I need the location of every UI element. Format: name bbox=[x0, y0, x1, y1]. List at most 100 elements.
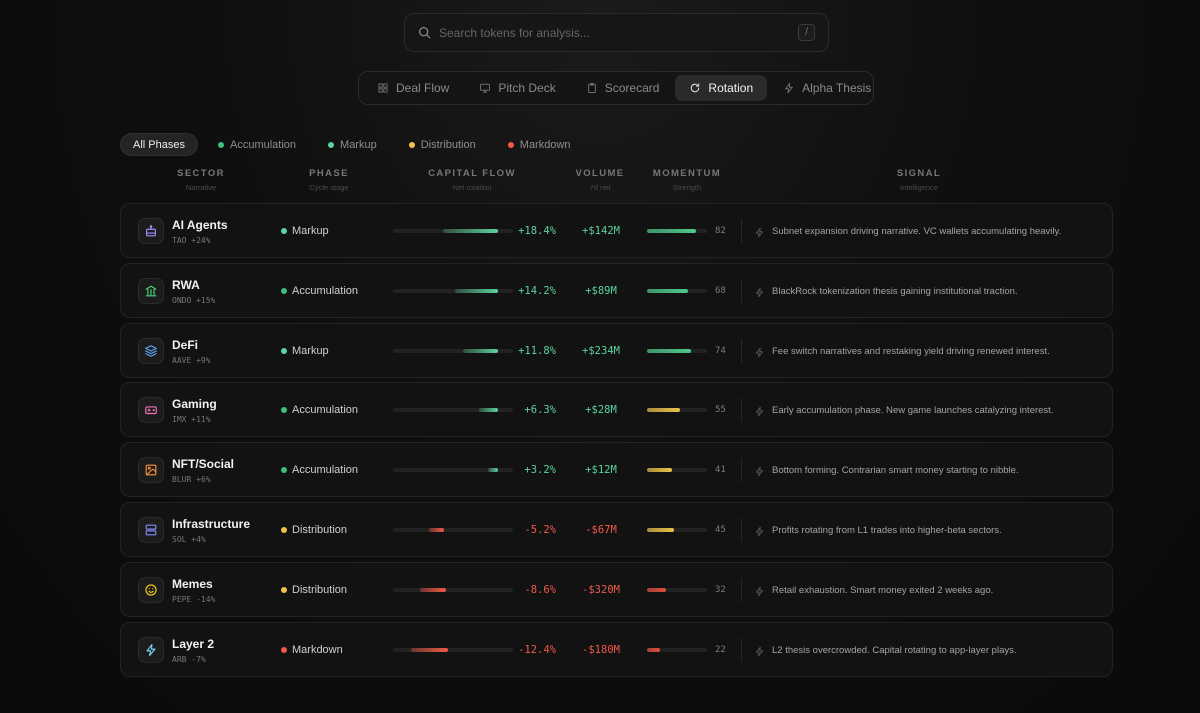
phase-badge: Accumulation bbox=[281, 404, 358, 416]
sector-name: RWA bbox=[172, 277, 200, 292]
momentum-value: 55 bbox=[715, 405, 726, 416]
phase-dot bbox=[281, 646, 287, 653]
capital-flow-fill bbox=[411, 647, 449, 652]
signal-text: Retail exhaustion. Smart money exited 2 … bbox=[772, 584, 994, 596]
sector-icon-box bbox=[138, 277, 164, 304]
sector-icon-box bbox=[138, 397, 164, 424]
filter-markdown[interactable]: Markdown bbox=[496, 133, 583, 156]
tab-label: Scorecard bbox=[604, 81, 660, 95]
momentum-fill bbox=[647, 348, 692, 353]
phase-dot bbox=[281, 287, 287, 294]
capital-flow-value: -12.4% bbox=[518, 643, 556, 656]
sector-row[interactable]: Gaming IMX +11% Accumulation +6.3% +$28M… bbox=[120, 382, 1113, 438]
column-capital-flow-sub: Net rotation bbox=[452, 183, 492, 192]
sector-name: Memes bbox=[172, 576, 213, 591]
phase-dot bbox=[328, 141, 335, 148]
volume-value: +$234M bbox=[582, 344, 620, 357]
phase-label: Markdown bbox=[292, 643, 343, 656]
momentum-fill bbox=[647, 587, 667, 592]
tab-rotation[interactable]: Rotation bbox=[675, 75, 768, 101]
column-capital-flow-title: CAPITAL FLOW bbox=[428, 168, 516, 179]
column-signal: SIGNAL Intelligence bbox=[880, 168, 958, 192]
filter-all-phases[interactable]: All Phases bbox=[120, 133, 198, 156]
filter-label: Distribution bbox=[420, 138, 476, 151]
search-bar[interactable]: / bbox=[404, 13, 829, 52]
volume-value: +$12M bbox=[585, 464, 617, 477]
tab-pitch-deck[interactable]: Pitch Deck bbox=[465, 75, 569, 101]
tab-scorecard[interactable]: Scorecard bbox=[572, 75, 674, 101]
signal-text: BlackRock tokenization thesis gaining in… bbox=[772, 285, 1018, 297]
momentum-bar bbox=[647, 408, 707, 413]
phase-dot bbox=[281, 526, 287, 533]
signal-text: Profits rotating from L1 trades into hig… bbox=[772, 524, 1002, 536]
signal-text: Early accumulation phase. New game launc… bbox=[772, 405, 1054, 417]
phase-dot bbox=[281, 407, 287, 414]
capital-flow-value: +14.2% bbox=[518, 284, 556, 297]
filter-accumulation[interactable]: Accumulation bbox=[206, 133, 308, 156]
tab-alpha-thesis[interactable]: Alpha Thesis bbox=[769, 75, 885, 101]
capital-flow-bar bbox=[393, 587, 513, 592]
filter-markup[interactable]: Markup bbox=[316, 133, 389, 156]
capital-flow-bar bbox=[393, 288, 513, 293]
sector-table: AI Agents TAO +24% Markup +18.4% +$142M … bbox=[120, 203, 1113, 681]
sector-row[interactable]: DeFi AAVE +9% Markup +11.8% +$234M 74 Fe… bbox=[120, 322, 1113, 378]
divider bbox=[741, 458, 742, 483]
capital-flow-fill bbox=[462, 348, 498, 353]
phase-label: Markup bbox=[292, 225, 329, 237]
sector-row[interactable]: Memes PEPE -14% Distribution -8.6% -$320… bbox=[120, 561, 1113, 617]
momentum-bar bbox=[647, 348, 707, 353]
sector-row[interactable]: Infrastructure SOL +4% Distribution -5.2… bbox=[120, 501, 1113, 557]
sector-name: Infrastructure bbox=[172, 516, 251, 531]
sector-row[interactable]: RWA ONDO +15% Accumulation +14.2% +$89M … bbox=[120, 262, 1113, 318]
capital-flow-bar bbox=[393, 408, 513, 413]
phase-label: Accumulation bbox=[292, 284, 359, 297]
momentum-fill bbox=[647, 527, 674, 532]
phase-badge: Markup bbox=[281, 225, 329, 237]
momentum-fill bbox=[647, 468, 672, 473]
capital-flow-fill bbox=[420, 587, 447, 592]
tab-label: Pitch Deck bbox=[498, 81, 556, 95]
volume-value: +$28M bbox=[585, 404, 617, 417]
momentum-value: 41 bbox=[715, 465, 726, 476]
signal-text: Subnet expansion driving narrative. VC w… bbox=[772, 226, 1062, 237]
capital-flow-value: -5.2% bbox=[524, 523, 556, 536]
sector-name: Gaming bbox=[172, 397, 217, 412]
phase-dot bbox=[281, 586, 287, 593]
sector-row[interactable]: Layer 2 ARB -7% Markdown -12.4% -$180M 2… bbox=[120, 621, 1113, 677]
volume-value: +$142M bbox=[582, 225, 620, 237]
capital-flow-fill bbox=[479, 408, 498, 413]
tab-label: Rotation bbox=[708, 81, 754, 95]
phase-badge: Distribution bbox=[281, 584, 347, 596]
signal-bolt-icon bbox=[754, 584, 765, 602]
monitor-icon bbox=[479, 82, 491, 94]
momentum-value: 82 bbox=[715, 226, 726, 236]
sector-token: PEPE -14% bbox=[172, 594, 216, 604]
sector-row[interactable]: AI Agents TAO +24% Markup +18.4% +$142M … bbox=[120, 203, 1113, 258]
sector-token: SOL +4% bbox=[172, 534, 206, 544]
sector-icon-box bbox=[138, 457, 164, 484]
divider bbox=[741, 577, 742, 602]
column-sector: SECTOR Narrative bbox=[170, 168, 232, 192]
momentum-bar bbox=[647, 468, 707, 473]
phase-badge: Distribution bbox=[281, 524, 347, 536]
divider bbox=[741, 338, 742, 363]
volume-value: +$89M bbox=[585, 284, 617, 297]
bolt-icon bbox=[783, 82, 795, 94]
search-input[interactable] bbox=[439, 25, 798, 40]
gamepad-icon bbox=[144, 403, 158, 417]
sector-name: Layer 2 bbox=[172, 636, 215, 651]
capital-flow-fill bbox=[488, 468, 498, 473]
momentum-value: 68 bbox=[715, 285, 726, 296]
capital-flow-fill bbox=[455, 288, 498, 293]
smile-icon bbox=[144, 583, 158, 597]
volume-value: -$180M bbox=[582, 643, 620, 656]
filter-distribution[interactable]: Distribution bbox=[397, 133, 488, 156]
momentum-value: 74 bbox=[715, 345, 726, 356]
tab-deal-flow[interactable]: Deal Flow bbox=[363, 75, 463, 101]
divider bbox=[741, 637, 742, 662]
signal-text: L2 thesis overcrowded. Capital rotating … bbox=[772, 644, 1017, 656]
sector-row[interactable]: NFT/Social BLUR +6% Accumulation +3.2% +… bbox=[120, 442, 1113, 498]
momentum-value: 22 bbox=[715, 644, 726, 655]
column-volume: VOLUME 7d net bbox=[570, 168, 630, 192]
robot-icon bbox=[144, 224, 158, 238]
